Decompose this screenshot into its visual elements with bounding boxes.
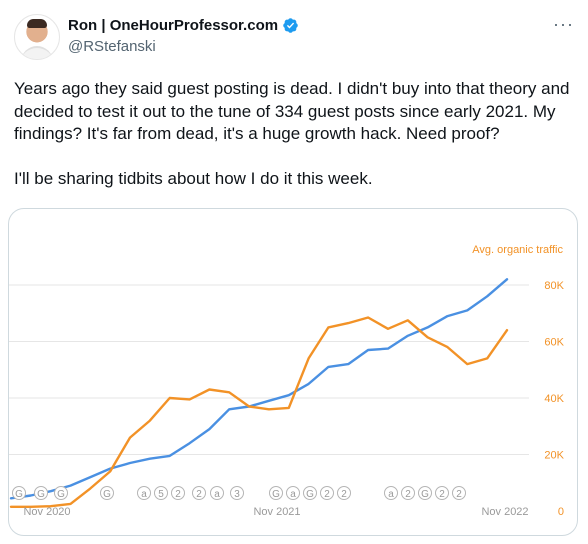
annotation-marker[interactable]: 5 <box>154 486 168 501</box>
annotation-marker-label: G <box>37 489 45 500</box>
more-options-icon[interactable]: ··· <box>553 14 574 34</box>
chart-grid <box>9 284 529 455</box>
annotation-marker-label: G <box>57 489 65 500</box>
annotation-marker[interactable]: 2 <box>337 486 351 501</box>
annotation-marker-label: a <box>141 489 147 500</box>
annotation-marker-label: 2 <box>175 489 181 500</box>
x-tick-label: Nov 2020 <box>23 506 70 518</box>
annotation-marker-label: a <box>290 489 296 500</box>
annotation-marker[interactable]: 2 <box>435 486 449 501</box>
annotation-marker[interactable]: a <box>384 486 398 501</box>
annotation-marker[interactable]: G <box>54 486 68 501</box>
annotation-marker[interactable]: a <box>210 486 224 501</box>
annotation-marker-label: 2 <box>439 489 445 500</box>
verified-badge-icon <box>283 18 298 33</box>
y-tick-labels: 80K 60K 40K 20K 0 <box>544 280 564 518</box>
annotation-marker-label: a <box>388 489 394 500</box>
y-tick-label: 0 <box>558 506 564 518</box>
annotation-marker[interactable]: G <box>269 486 283 501</box>
annotation-marker-label: 2 <box>341 489 347 500</box>
annotation-marker-label: 2 <box>196 489 202 500</box>
annotation-marker[interactable]: G <box>303 486 317 501</box>
annotation-marker-label: G <box>306 489 314 500</box>
tweet-paragraph-1: Years ago they said guest posting is dea… <box>14 79 570 143</box>
tweet-paragraph-2: I'll be sharing tidbits about how I do i… <box>14 168 373 188</box>
annotation-marker-label: 2 <box>405 489 411 500</box>
annotation-marker[interactable]: 2 <box>171 486 185 501</box>
annotation-marker-label: G <box>103 489 111 500</box>
annotation-marker-label: a <box>214 489 220 500</box>
x-tick-label: Nov 2022 <box>481 506 528 518</box>
annotation-marker[interactable]: 3 <box>230 486 244 501</box>
annotation-marker[interactable]: 2 <box>320 486 334 501</box>
y-tick-label: 60K <box>544 337 564 349</box>
annotation-marker[interactable]: 2 <box>401 486 415 501</box>
annotation-marker[interactable]: 2 <box>452 486 466 501</box>
avatar[interactable] <box>14 14 60 60</box>
author-display-name[interactable]: Ron | OneHourProfessor.com <box>68 17 279 34</box>
annotation-marker[interactable]: G <box>34 486 48 501</box>
chart-series <box>9 278 509 508</box>
annotation-marker[interactable]: G <box>12 486 26 501</box>
right-axis-label: Avg. organic traffic <box>472 244 563 256</box>
author-name-row: Ron | OneHourProfessor.com <box>68 17 299 34</box>
series-line-0 <box>9 278 509 500</box>
y-tick-label: 80K <box>544 280 564 292</box>
annotation-marker-label: G <box>421 489 429 500</box>
annotation-marker-label: G <box>272 489 280 500</box>
author-handle[interactable]: @RStefanski <box>68 38 156 55</box>
y-tick-label: 20K <box>544 450 564 462</box>
annotation-marker[interactable]: G <box>100 486 114 501</box>
annotation-marker[interactable]: 2 <box>192 486 206 501</box>
annotation-marker[interactable]: a <box>137 486 151 501</box>
annotation-marker-label: 2 <box>324 489 330 500</box>
x-tick-label: Nov 2021 <box>253 506 300 518</box>
annotation-marker[interactable]: G <box>418 486 432 501</box>
tweet-text: Years ago they said guest posting is dea… <box>14 78 574 190</box>
y-tick-label: 40K <box>544 393 564 405</box>
annotation-marker-label: 5 <box>158 489 164 500</box>
annotation-marker-label: 2 <box>456 489 462 500</box>
annotation-marker-label: G <box>15 489 23 500</box>
x-tick-labels: Nov 2020 Nov 2021 Nov 2022 <box>23 506 528 518</box>
series-line-1 <box>9 316 509 508</box>
annotation-marker-label: 3 <box>234 489 240 500</box>
annotation-marker[interactable]: a <box>286 486 300 501</box>
